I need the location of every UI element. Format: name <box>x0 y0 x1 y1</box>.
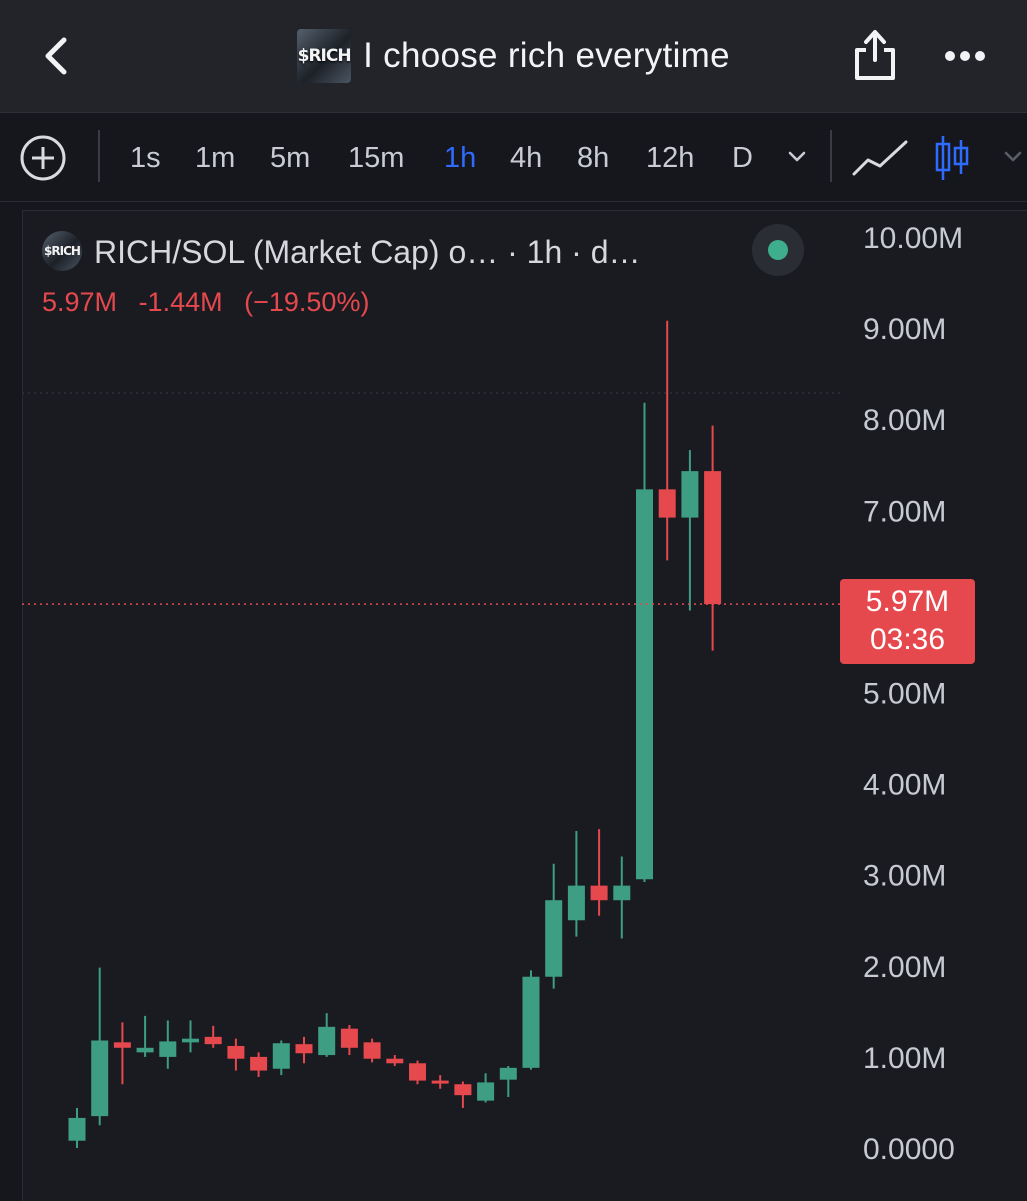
add-indicator-icon[interactable] <box>20 135 66 181</box>
timeframe-4h[interactable]: 4h <box>510 142 543 174</box>
market-status-indicator[interactable] <box>752 224 804 276</box>
share-icon[interactable] <box>852 28 898 82</box>
legend-values: 5.97M -1.44M (−19.50%) <box>42 282 383 322</box>
toolbar-divider <box>98 130 100 182</box>
toolbar-divider <box>830 130 832 182</box>
page-title: I choose rich everytime <box>363 36 730 75</box>
timeframe-5m[interactable]: 5m <box>270 142 311 174</box>
candlestick-chart-icon[interactable] <box>934 134 970 182</box>
timeframe-1m[interactable]: 1m <box>195 142 236 174</box>
timeframe-12h[interactable]: 12h <box>646 142 695 174</box>
more-options-icon[interactable] <box>944 44 986 68</box>
title-wrap: $RICH I choose rich everytime <box>0 28 1027 84</box>
timeframe-15m[interactable]: 15m <box>348 142 405 174</box>
legend-title[interactable]: RICH/SOL (Market Cap) o… · 1h · d… <box>94 234 641 270</box>
current-price-value: 5.97M <box>865 585 950 618</box>
legend-change-percent: (−19.50%) <box>244 287 370 317</box>
back-arrow-icon[interactable] <box>38 36 78 76</box>
candle-countdown: 03:36 <box>869 623 946 656</box>
chart-panel[interactable] <box>22 210 1027 1201</box>
chevron-down-icon[interactable] <box>784 146 810 168</box>
legend-change-value: -1.44M <box>138 287 223 317</box>
chart-toolbar <box>0 113 1027 202</box>
timeframe-d[interactable]: D <box>732 142 753 174</box>
timeframe-1h[interactable]: 1h <box>444 142 477 174</box>
token-logo: $RICH <box>297 29 352 83</box>
current-price-label: 5.97M 03:36 <box>840 579 975 664</box>
timeframe-8h[interactable]: 8h <box>577 142 610 174</box>
status-dot-icon <box>768 240 788 260</box>
chevron-down-icon[interactable] <box>1000 146 1026 168</box>
legend-close-value: 5.97M <box>42 287 118 317</box>
timeframe-1s[interactable]: 1s <box>130 142 161 174</box>
header-bar: $RICH I choose rich everytime <box>0 0 1027 113</box>
legend-token-logo: $RICH <box>42 231 82 271</box>
line-chart-icon[interactable] <box>852 136 908 180</box>
